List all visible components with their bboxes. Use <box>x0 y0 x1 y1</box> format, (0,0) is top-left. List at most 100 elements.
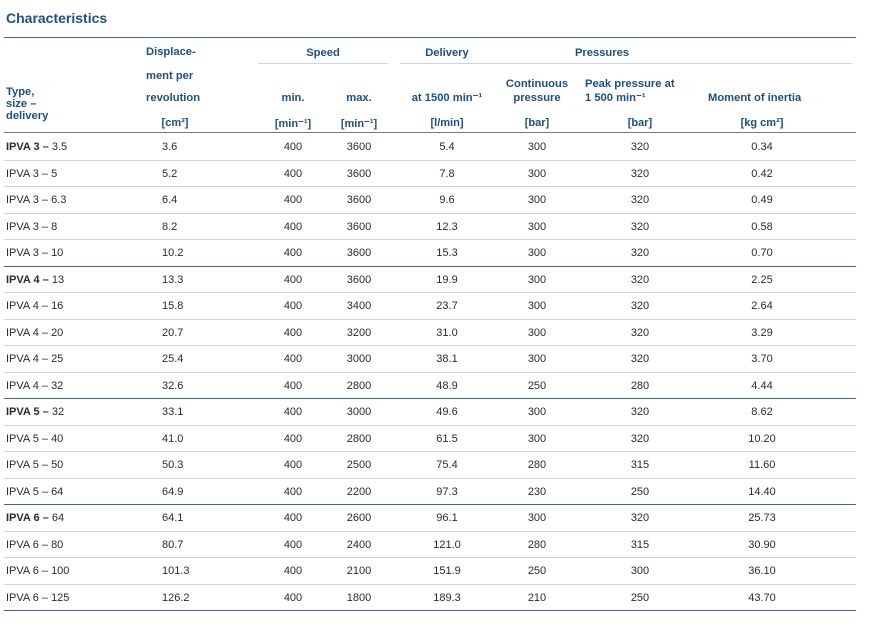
cell-disp: 64.1 <box>162 512 184 524</box>
cell-cont: 300 <box>527 406 547 418</box>
cell-cont: 300 <box>527 326 547 339</box>
cell-inertia: 0.58 <box>751 220 773 233</box>
cell-delivery: 12.3 <box>436 220 458 233</box>
cell-max: 2800 <box>346 379 372 392</box>
header-top-rule <box>4 37 856 38</box>
cell-type: IPVA 3 – 10 <box>6 247 64 259</box>
cell-disp: 32.6 <box>162 379 184 392</box>
cell-cont: 300 <box>527 432 547 445</box>
cell-type: IPVA 4 – 16 <box>6 300 64 312</box>
cell-peak: 320 <box>630 300 650 312</box>
cell-cont: 300 <box>527 353 547 365</box>
cell-min: 400 <box>283 538 303 551</box>
cell-type: IPVA 4 – 20 <box>6 326 64 339</box>
cell-min: 400 <box>283 432 303 445</box>
cell-inertia: 0.70 <box>751 247 773 259</box>
cell-min: 400 <box>283 485 303 498</box>
cell-delivery: 48.9 <box>436 379 458 392</box>
cell-disp: 10.2 <box>162 247 184 259</box>
cell-min: 400 <box>283 273 303 286</box>
header-cont-1: Continuous <box>505 78 569 90</box>
cell-delivery: 5.4 <box>439 141 455 153</box>
cell-delivery: 97.3 <box>436 485 458 498</box>
cell-max: 3600 <box>346 220 372 233</box>
cell-peak: 250 <box>630 591 650 604</box>
cell-peak: 250 <box>630 485 650 498</box>
cell-cont: 300 <box>527 167 547 180</box>
cell-type: IPVA 4 – 13 <box>6 273 65 286</box>
cell-max: 3000 <box>346 353 372 365</box>
cell-max: 3600 <box>346 273 372 286</box>
table-title: Characteristics <box>6 10 108 26</box>
cell-inertia: 2.25 <box>751 273 773 286</box>
cell-disp: 25.4 <box>162 353 184 365</box>
cell-inertia: 4.44 <box>751 379 773 392</box>
cell-min: 400 <box>283 326 303 339</box>
cell-max: 3600 <box>346 141 372 153</box>
cell-cont: 280 <box>527 459 547 471</box>
cell-min: 400 <box>283 565 303 577</box>
cell-peak: 320 <box>630 141 650 153</box>
cell-type: IPVA 6 – 80 <box>6 538 64 551</box>
cell-min: 400 <box>283 512 303 524</box>
cell-peak: 315 <box>630 538 650 551</box>
cell-max: 2800 <box>346 432 372 445</box>
cell-type: IPVA 6 – 100 <box>6 565 70 577</box>
row-divider <box>4 477 856 479</box>
cell-disp: 8.2 <box>162 220 178 233</box>
cell-max: 3400 <box>346 300 372 312</box>
cell-inertia: 36.10 <box>748 565 776 577</box>
cell-disp: 3.6 <box>162 141 178 153</box>
cell-cont: 250 <box>527 565 547 577</box>
header-disp-1: Displace- <box>146 46 196 58</box>
cell-peak: 320 <box>630 220 650 233</box>
cell-inertia: 8.62 <box>751 406 773 418</box>
cell-inertia: 11.60 <box>748 459 776 471</box>
cell-min: 400 <box>283 459 303 471</box>
cell-type: IPVA 3 – 5 <box>6 167 58 180</box>
header-speed: Speed <box>306 47 340 59</box>
cell-peak: 320 <box>630 432 650 445</box>
cell-cont: 250 <box>527 379 547 392</box>
cell-peak: 320 <box>630 194 650 206</box>
row-divider <box>4 239 856 240</box>
row-divider <box>4 186 856 187</box>
cell-type: IPVA 5 – 32 <box>6 406 65 418</box>
unit-delivery: [l/min] <box>430 117 464 129</box>
cell-inertia: 25.73 <box>748 512 776 524</box>
cell-peak: 320 <box>630 512 650 524</box>
pressures-group-rule <box>400 63 852 64</box>
cell-delivery: 38.1 <box>436 353 458 365</box>
cell-max: 2600 <box>346 512 372 524</box>
cell-delivery: 96.1 <box>436 512 458 524</box>
cell-max: 3600 <box>346 167 372 180</box>
cell-type: IPVA 5 – 40 <box>6 432 64 445</box>
cell-peak: 320 <box>630 326 650 339</box>
cell-min: 400 <box>283 167 303 180</box>
group-divider <box>4 265 856 267</box>
cell-cont: 300 <box>527 512 547 524</box>
group-divider <box>4 610 856 611</box>
cell-inertia: 0.34 <box>751 141 773 153</box>
header-pressures: Pressures <box>574 47 630 59</box>
cell-disp: 101.3 <box>162 565 190 577</box>
cell-inertia: 3.70 <box>751 353 773 365</box>
row-divider <box>4 583 856 585</box>
cell-disp: 50.3 <box>162 459 184 471</box>
row-divider <box>4 292 856 293</box>
cell-disp: 80.7 <box>162 538 184 551</box>
cell-peak: 320 <box>630 406 650 418</box>
cell-type: IPVA 3 – 6.3 <box>6 194 67 206</box>
header-type-3: delivery <box>6 110 49 122</box>
group-divider <box>4 398 856 399</box>
header-disp-3: revolution <box>146 92 201 104</box>
cell-min: 400 <box>283 247 303 259</box>
cell-disp: 15.8 <box>162 300 184 312</box>
unit-speed-min: [min⁻¹] <box>274 118 312 130</box>
cell-type: IPVA 3 – 8 <box>6 220 58 233</box>
header-speed-max: max. <box>346 92 372 104</box>
cell-cont: 300 <box>527 300 547 312</box>
cell-cont: 210 <box>527 591 547 604</box>
cell-disp: 13.3 <box>162 273 184 286</box>
cell-peak: 280 <box>630 379 650 392</box>
